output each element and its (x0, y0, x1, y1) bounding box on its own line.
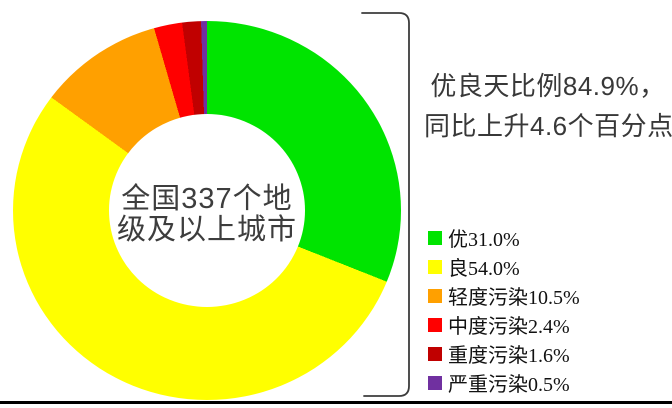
legend-label: 轻度污染10.5% (448, 287, 580, 309)
center-label-line1: 全国337个地 (121, 182, 293, 215)
annotation: 优良天比例84.9%， 同比上升4.6个百分点 (424, 66, 672, 146)
legend-label: 重度污染1.6% (448, 345, 570, 367)
donut-hole: 全国337个地 级及以上城市 (109, 114, 305, 307)
legend-item-light-pollution: 轻度污染10.5% (428, 281, 580, 310)
legend-item-you: 优31.0% (428, 223, 580, 252)
legend-item-moderate-pollution: 中度污染2.4% (428, 310, 580, 339)
legend-swatch-green (428, 230, 442, 245)
center-label-line2: 级及以上城市 (116, 213, 297, 246)
legend: 优31.0% 良54.0% 轻度污染10.5% 中度污染2.4% 重度污染1.6… (428, 223, 580, 397)
legend-label: 严重污染0.5% (448, 374, 570, 396)
bottom-rule (0, 401, 672, 404)
legend-label: 中度污染2.4% (448, 316, 570, 338)
legend-label: 良54.0% (448, 258, 520, 280)
legend-label: 优31.0% (448, 229, 520, 251)
legend-swatch-purple (428, 375, 442, 390)
legend-item-heavy-pollution: 重度污染1.6% (428, 339, 580, 368)
legend-swatch-orange (428, 288, 442, 303)
annotation-line2: 同比上升4.6个百分点 (424, 111, 672, 141)
legend-swatch-yellow (428, 259, 442, 274)
donut-chart: 全国337个地 级及以上城市 (13, 21, 401, 400)
legend-item-severe-pollution: 严重污染0.5% (428, 368, 580, 397)
legend-item-liang: 良54.0% (428, 252, 580, 281)
legend-swatch-darkred (428, 346, 442, 361)
annotation-line1: 优良天比例84.9%， (430, 71, 666, 101)
legend-swatch-red (428, 317, 442, 332)
